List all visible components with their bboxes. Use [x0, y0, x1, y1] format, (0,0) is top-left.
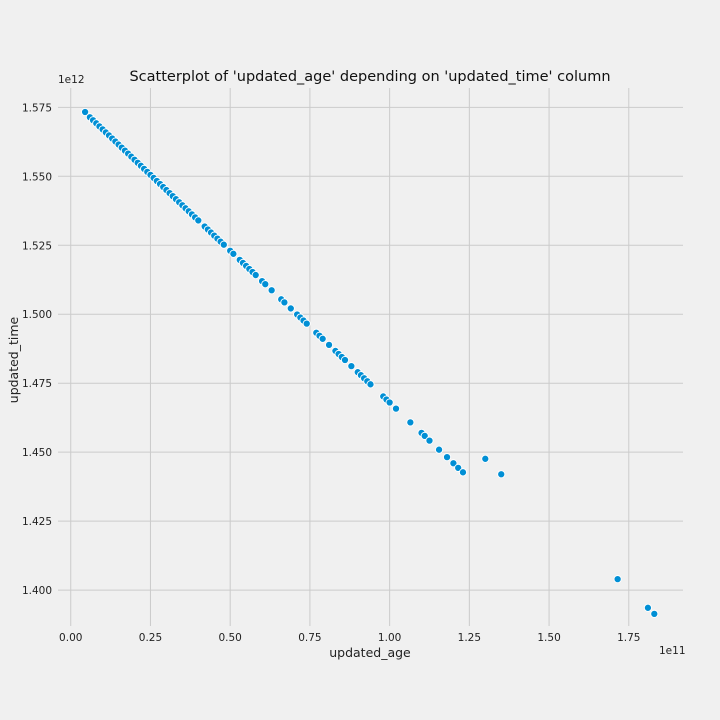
- x-tick-label: 0.50: [218, 632, 241, 644]
- y-tick-labels: 1.400 1.425 1.450 1.475 1.500 1.525 1.550 1.575: [22, 102, 52, 597]
- y-tick-label: 1.525: [22, 240, 52, 252]
- data-point: [280, 298, 289, 307]
- data-point: [442, 453, 452, 462]
- y-tick-label: 1.425: [22, 516, 52, 528]
- data-point: [391, 404, 401, 413]
- x-tick-label: 1.25: [458, 632, 481, 644]
- data-point: [458, 468, 468, 477]
- data-point: [366, 380, 375, 389]
- data-point: [425, 436, 434, 445]
- data-point: [650, 609, 659, 618]
- data-point: [302, 319, 311, 328]
- data-points: [81, 107, 659, 618]
- data-point: [286, 304, 295, 313]
- x-tick-label: 1.75: [617, 632, 640, 644]
- x-tick-label: 0.75: [298, 632, 321, 644]
- data-point: [229, 249, 238, 258]
- data-point: [318, 334, 327, 343]
- data-point: [251, 271, 260, 280]
- data-point: [194, 216, 203, 225]
- x-tick-labels: 0.00 0.25 0.50 0.75 1.00 1.25 1.50 1.75: [59, 632, 640, 644]
- data-point: [385, 398, 394, 407]
- x-axis-label: updated_age: [329, 645, 411, 660]
- data-point: [435, 445, 444, 454]
- y-tick-label: 1.550: [22, 171, 52, 183]
- y-tick-label: 1.500: [22, 309, 52, 321]
- y-axis-label: updated_time: [6, 316, 21, 403]
- data-point: [449, 459, 458, 468]
- x-tick-label: 1.50: [537, 632, 560, 644]
- data-point: [406, 418, 415, 427]
- y-tick-label: 1.450: [22, 447, 52, 459]
- data-point: [340, 355, 350, 365]
- data-point: [267, 286, 276, 295]
- data-point: [497, 470, 506, 479]
- x-axis-offset-label: 1e11: [659, 645, 686, 657]
- x-tick-label: 1.00: [378, 632, 401, 644]
- data-point: [261, 280, 270, 289]
- data-point: [481, 454, 490, 463]
- data-point: [324, 340, 334, 349]
- data-point: [643, 603, 652, 612]
- grid-lines: [58, 88, 683, 626]
- data-point: [81, 107, 90, 117]
- data-point: [613, 575, 622, 584]
- x-tick-label: 0.25: [139, 632, 162, 644]
- y-tick-label: 1.400: [22, 585, 52, 597]
- y-tick-label: 1.475: [22, 378, 52, 390]
- x-tick-label: 0.00: [59, 632, 82, 644]
- chart-title: Scatterplot of 'updated_age' depending o…: [129, 69, 610, 85]
- y-axis-offset-label: 1e12: [58, 74, 85, 86]
- data-point: [219, 240, 228, 249]
- y-tick-label: 1.575: [22, 102, 52, 114]
- data-point: [420, 431, 429, 440]
- data-point: [347, 362, 356, 371]
